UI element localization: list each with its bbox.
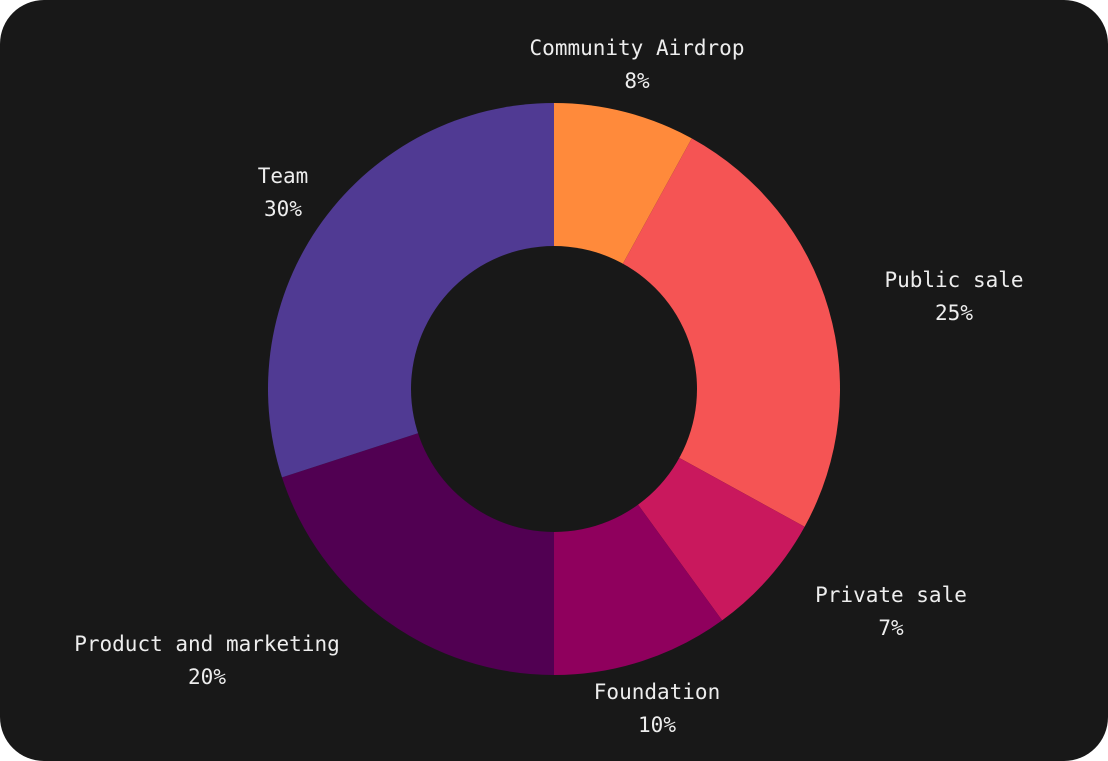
label-public-sale: Public sale [884,268,1023,292]
value-label-team: 30% [264,197,302,221]
label-private-sale: Private sale [815,583,967,607]
label-product-and-marketing: Product and marketing [74,632,340,656]
label-team: Team [258,164,309,188]
label-foundation: Foundation [594,680,720,704]
value-label-community-airdrop: 8% [624,69,650,93]
value-label-foundation: 10% [638,713,676,737]
value-label-public-sale: 25% [935,301,973,325]
donut-hole [411,246,697,532]
slice-labels: Community Airdrop 8% Public sale 25% Private… [74,36,1023,737]
label-community-airdrop: Community Airdrop [530,36,745,60]
value-label-private-sale: 7% [878,616,904,640]
value-label-product-and-marketing: 20% [188,665,226,689]
slice-public-sale [554,138,840,527]
